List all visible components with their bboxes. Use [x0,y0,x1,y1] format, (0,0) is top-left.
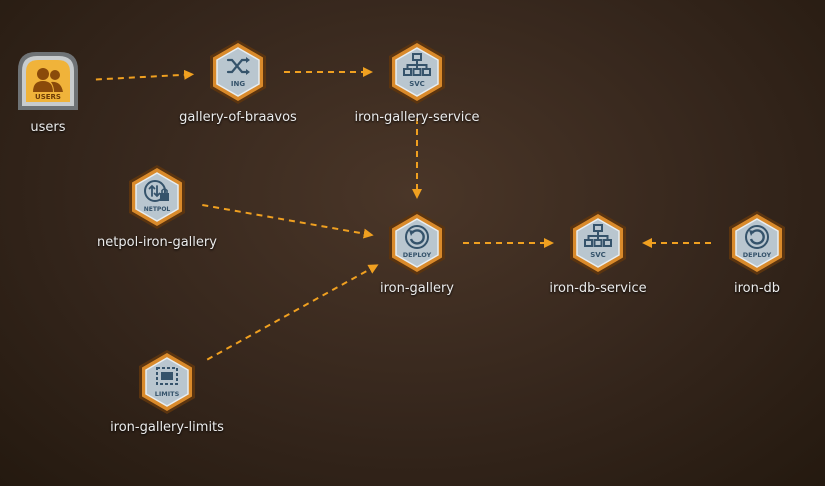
deploy-refresh-icon: DEPLOY [729,211,785,275]
node-label: iron-db-service [549,281,647,296]
badge-text: ING [231,80,245,88]
edge-limits-to-deploy1 [206,264,379,361]
network-tree-icon: SVC [570,211,626,275]
users-icon: USERS [18,52,78,110]
network-tree-icon: SVC [389,40,445,104]
badge-text: LIMITS [155,390,180,398]
badge-text: SVC [409,80,425,88]
badge-text: USERS [35,93,61,101]
edge-netpol-to-deploy1 [202,204,374,239]
node-label: netpol-iron-gallery [97,235,217,250]
badge-text: DEPLOY [743,251,772,259]
node-label: iron-db [733,281,781,296]
badge-text: DEPLOY [403,251,432,259]
node-label: iron-gallery-service [354,110,480,125]
node-label: iron-gallery [379,281,455,296]
node-label: users [30,120,66,135]
node-label: iron-gallery-limits [110,420,224,435]
shuffle-icon: ING [210,40,266,104]
netpol-lock-icon: NETPOL [129,165,185,229]
badge-text: NETPOL [144,206,171,213]
node-label: gallery-of-braavos [179,110,297,125]
deploy-refresh-icon: DEPLOY [389,211,445,275]
badge-text: SVC [590,251,606,259]
edge-users-to-ing [95,69,195,81]
limits-chip-icon: LIMITS [139,350,195,414]
